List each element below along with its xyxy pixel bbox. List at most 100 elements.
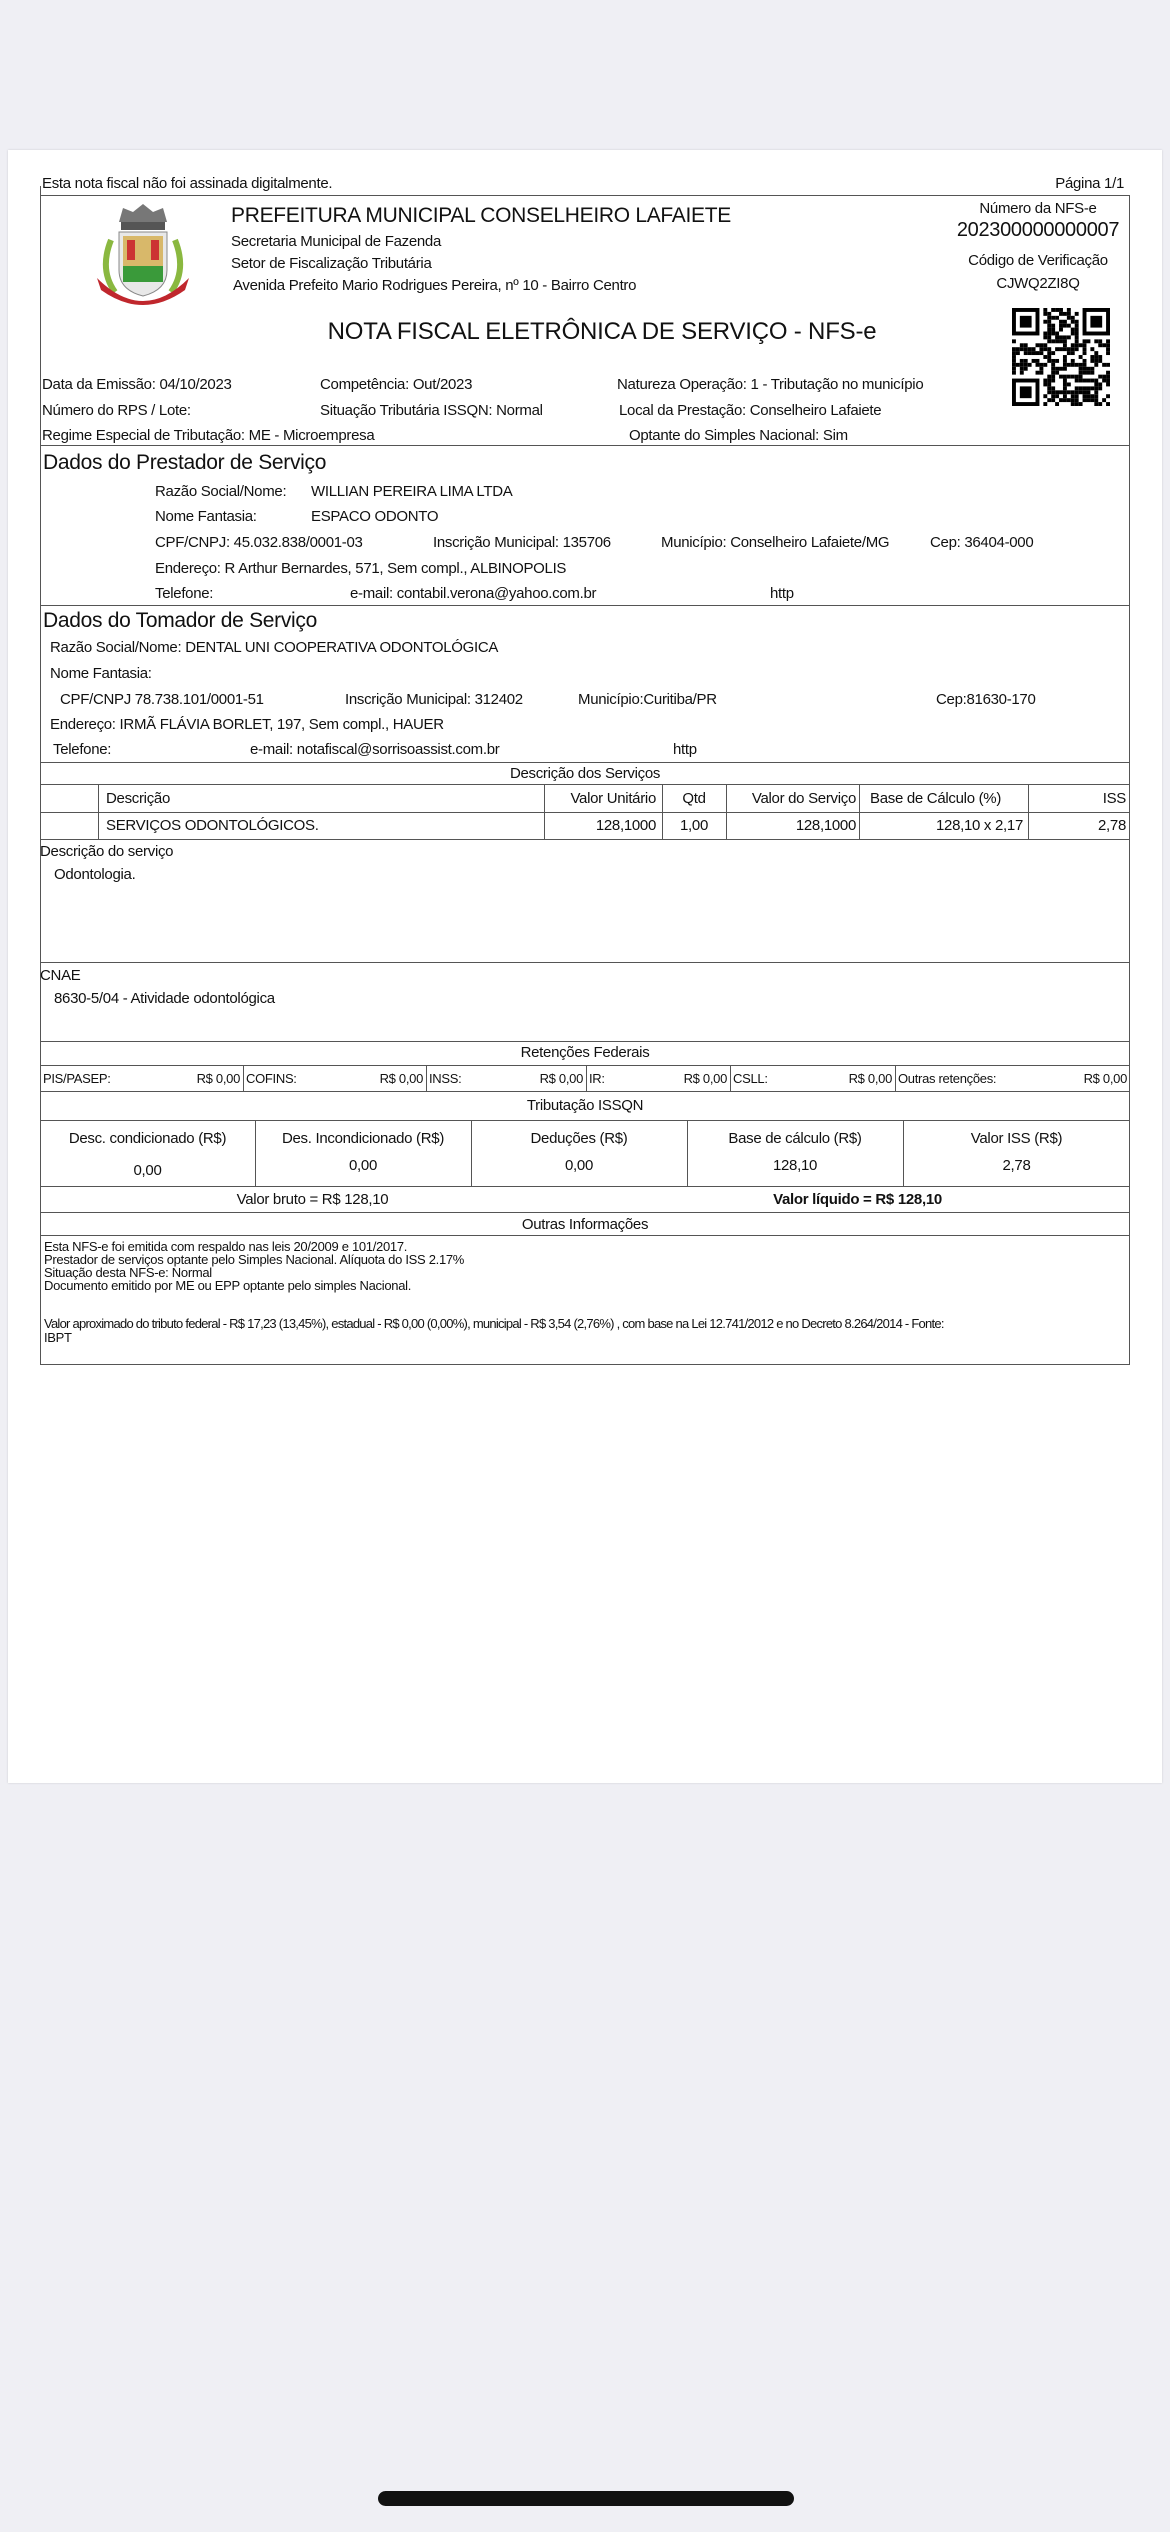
- cnae-text: 8630-5/04 - Atividade odontológica: [54, 990, 275, 1007]
- divider: [40, 812, 1130, 813]
- taker-phone: Telefone:: [53, 741, 112, 758]
- withholding-label: IR:: [589, 1071, 605, 1086]
- col-divider: [1028, 784, 1029, 839]
- service-description-text: Odontologia.: [54, 866, 136, 883]
- taker-municipal-registration: Inscrição Municipal: 312402: [345, 691, 523, 708]
- issqn-title: Tributação ISSQN: [526, 1097, 644, 1114]
- rps-number: Número do RPS / Lote:: [42, 402, 191, 419]
- withholding-label: Outras retenções:: [898, 1071, 997, 1086]
- home-indicator[interactable]: [378, 2491, 794, 2506]
- service-description: SERVIÇOS ODONTOLÓGICOS.: [106, 817, 319, 834]
- provider-phone: Telefone:: [155, 585, 214, 602]
- divider: [40, 605, 1130, 606]
- operation-nature: Natureza Operação: 1 - Tributação no mun…: [617, 376, 924, 393]
- federal-withholdings-title: Retenções Federais: [520, 1044, 650, 1061]
- services-section-title: Descrição dos Serviços: [509, 765, 661, 782]
- divider: [40, 1364, 1130, 1365]
- withholding-value: R$ 0,00: [539, 1071, 584, 1086]
- withholding-label: CSLL:: [733, 1071, 768, 1086]
- taker-website: http: [673, 741, 697, 758]
- municipality-name: PREFEITURA MUNICIPAL CONSELHEIRO LAFAIET…: [231, 204, 731, 227]
- provider-name-label: Razão Social/Nome:: [155, 483, 287, 500]
- provider-website: http: [770, 585, 794, 602]
- frame-right: [1129, 195, 1130, 1364]
- withholding-label: INSS:: [429, 1071, 462, 1086]
- withholding-value: R$ 0,00: [196, 1071, 241, 1086]
- col-divider: [255, 1120, 256, 1186]
- divider: [40, 1186, 1130, 1187]
- divider: [40, 1065, 1130, 1066]
- withholding-value: R$ 0,00: [379, 1071, 424, 1086]
- service-description-label: Descrição do serviço: [40, 843, 174, 860]
- col-divider: [903, 1120, 904, 1186]
- taker-address: Endereço: IRMÃ FLÁVIA BORLET, 197, Sem c…: [50, 716, 444, 733]
- other-info-line: Documento emitido por ME ou EPP optante …: [44, 1278, 412, 1293]
- col-header-tax-base: Base de Cálculo (%): [870, 790, 1002, 807]
- provider-cnpj: CPF/CNPJ: 45.032.838/0001-03: [155, 534, 363, 551]
- document-page: [8, 150, 1162, 1783]
- col-divider: [726, 784, 727, 839]
- taker-section-title: Dados do Tomador de Serviço: [43, 609, 318, 632]
- divider: [40, 1212, 1130, 1213]
- service-tax-base: 128,10 x 2,17: [935, 817, 1023, 834]
- col-header-iss: ISS: [1102, 790, 1127, 807]
- provider-name: WILLIAN PEREIRA LIMA LTDA: [311, 483, 513, 500]
- taker-trade-name: Nome Fantasia:: [50, 665, 152, 682]
- col-divider: [895, 1065, 896, 1091]
- divider: [40, 195, 1130, 196]
- qr-code: [1012, 308, 1110, 406]
- other-info-title: Outras Informações: [521, 1216, 649, 1233]
- col-header-unit-value: Valor Unitário: [570, 790, 656, 807]
- service-iss: 2,78: [1098, 817, 1126, 834]
- divider: [40, 445, 1130, 446]
- divider: [40, 839, 1130, 840]
- frame-left: [40, 186, 41, 1364]
- withholding-label: PIS/PASEP:: [43, 1071, 111, 1086]
- provider-address: Endereço: R Arthur Bernardes, 571, Sem c…: [155, 560, 567, 577]
- col-header-description: Descrição: [106, 790, 170, 807]
- taker-city: Município:Curitiba/PR: [578, 691, 717, 708]
- withholding-label: COFINS:: [246, 1071, 297, 1086]
- col-divider: [730, 1065, 731, 1091]
- provider-email: e-mail: contabil.verona@yahoo.com.br: [350, 585, 597, 602]
- issqn-value: 2,78: [1002, 1157, 1031, 1174]
- col-header-service-value: Valor do Serviço: [751, 790, 856, 807]
- signature-notice: Esta nota fiscal não foi assinada digita…: [42, 175, 333, 192]
- taker-email: e-mail: notafiscal@sorrisoassist.com.br: [250, 741, 500, 758]
- taker-name: Razão Social/Nome: DENTAL UNI COOPERATIV…: [50, 639, 499, 656]
- other-info-line: Valor aproximado do tributo federal - R$…: [44, 1316, 944, 1331]
- divider: [40, 1120, 1130, 1121]
- issqn-label: Desc. condicionado (R$): [68, 1130, 227, 1147]
- verification-code: CJWQ2ZI8Q: [996, 275, 1080, 292]
- other-info-line: Prestador de serviços optante pelo Simpl…: [44, 1252, 465, 1267]
- issqn-value: 0,00: [349, 1157, 377, 1174]
- col-divider: [243, 1065, 244, 1091]
- issqn-value: 0,00: [565, 1157, 593, 1174]
- col-divider: [586, 1065, 587, 1091]
- col-divider: [426, 1065, 427, 1091]
- issqn-label: Des. Incondicionado (R$): [281, 1130, 445, 1147]
- emission-date: Data da Emissão: 04/10/2023: [42, 376, 232, 393]
- nfse-number-label: Número da NFS-e: [979, 200, 1097, 217]
- service-value: 128,1000: [795, 817, 856, 834]
- issqn-label: Valor ISS (R$): [970, 1130, 1063, 1147]
- cnae-label: CNAE: [40, 967, 81, 984]
- municipality-address: Avenida Prefeito Mario Rodrigues Pereira…: [233, 277, 637, 294]
- special-regime: Regime Especial de Tributação: ME - Micr…: [42, 427, 375, 444]
- provider-trade-name-label: Nome Fantasia:: [155, 508, 257, 525]
- provider-trade-name: ESPACO ODONTO: [311, 508, 439, 525]
- service-unit-value: 128,1000: [595, 817, 656, 834]
- document-title: NOTA FISCAL ELETRÔNICA DE SERVIÇO - NFS-…: [327, 318, 877, 345]
- provider-zip: Cep: 36404-000: [930, 534, 1034, 551]
- verification-code-label: Código de Verificação: [968, 252, 1108, 269]
- col-header-qty: Qtd: [682, 790, 706, 807]
- col-divider: [471, 1120, 472, 1186]
- other-info-line: Esta NFS-e foi emitida com respaldo nas …: [44, 1239, 408, 1254]
- divider: [40, 784, 1130, 785]
- tax-situation: Situação Tributária ISSQN: Normal: [320, 402, 543, 419]
- divider: [40, 962, 1130, 963]
- col-divider: [544, 784, 545, 839]
- provider-city: Município: Conselheiro Lafaiete/MG: [661, 534, 890, 551]
- col-divider: [859, 784, 860, 839]
- provider-section-title: Dados do Prestador de Serviço: [43, 451, 327, 474]
